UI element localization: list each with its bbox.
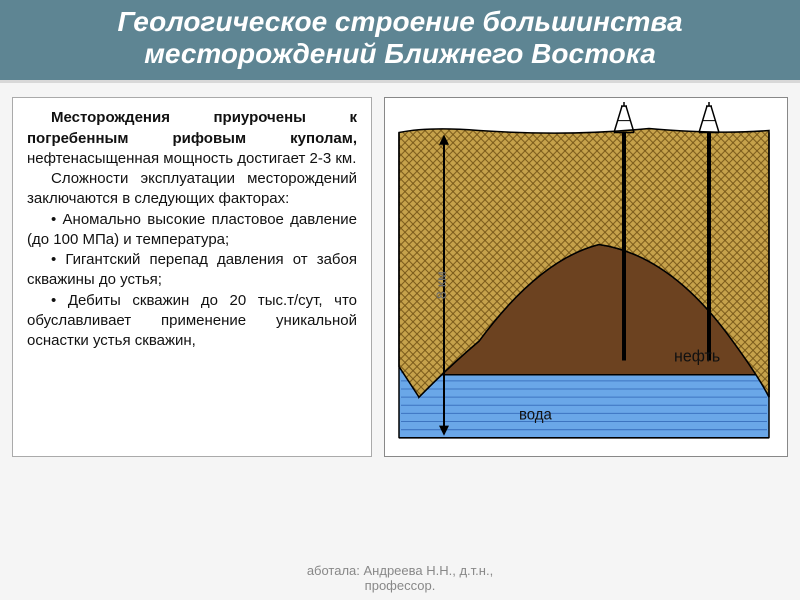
svg-text:8 км: 8 км <box>433 272 449 300</box>
lead-text: Месторождения приурочены к погребенным р… <box>27 109 357 146</box>
diagram-panel: 8 км нефть вода <box>384 97 788 457</box>
footer-credit: аботала: Андреева Н.Н., д.т.н., профессо… <box>0 563 800 594</box>
paragraph-2: Сложности эксплуатации месторождений зак… <box>27 169 357 210</box>
page-title: Геологическое строение большинства место… <box>0 0 800 83</box>
p1-rest: нефтенасыщенная мощность достигает 2-3 к… <box>27 150 356 167</box>
bullet-2: • Гигантский перепад давления от забоя с… <box>27 250 357 291</box>
paragraph-1: Месторождения приурочены к погребенным р… <box>27 108 357 169</box>
svg-text:нефть: нефть <box>674 348 720 366</box>
description-panel: Месторождения приурочены к погребенным р… <box>12 97 372 457</box>
geology-diagram: 8 км нефть вода <box>389 102 779 448</box>
footer-line-2: профессор. <box>365 578 436 593</box>
content-row: Месторождения приурочены к погребенным р… <box>0 83 800 457</box>
footer-line-1: аботала: Андреева Н.Н., д.т.н., <box>307 563 493 578</box>
bullet-3: • Дебиты скважин до 20 тыс.т/сут, что об… <box>27 291 357 352</box>
svg-text:вода: вода <box>519 407 552 424</box>
bullet-1: • Аномально высокие пластовое давление (… <box>27 210 357 251</box>
